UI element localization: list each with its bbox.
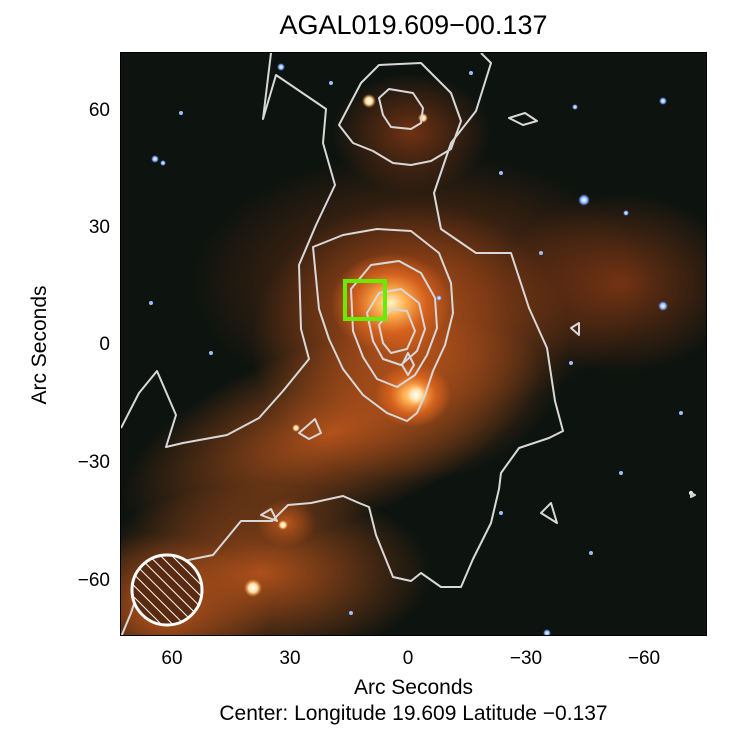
y-axis-label: Arc Seconds — [28, 285, 51, 405]
contour-lines — [121, 53, 696, 635]
sky-image — [121, 53, 706, 635]
y-tick-label: 0 — [99, 334, 110, 355]
center-coordinates: Center: Longitude 19.609 Latitude −0.137 — [219, 702, 608, 725]
image-panel — [120, 52, 707, 636]
hatched-circle-beam-icon — [130, 553, 204, 627]
y-tick-label: −30 — [77, 452, 110, 473]
x-tick-label: 30 — [279, 648, 301, 669]
x-tick-label: −30 — [509, 648, 543, 669]
x-tick-label: 0 — [402, 648, 414, 669]
x-tick-label: 60 — [161, 648, 183, 669]
x-axis-label: Arc Seconds — [353, 676, 474, 699]
green-square-marker-icon — [343, 279, 387, 321]
image-title: AGAL019.609−00.137 — [279, 10, 548, 40]
x-tick-label: −60 — [627, 648, 661, 669]
y-tick-label: 60 — [88, 100, 110, 121]
y-tick-label: −60 — [77, 570, 110, 591]
y-tick-label: 30 — [88, 217, 110, 238]
